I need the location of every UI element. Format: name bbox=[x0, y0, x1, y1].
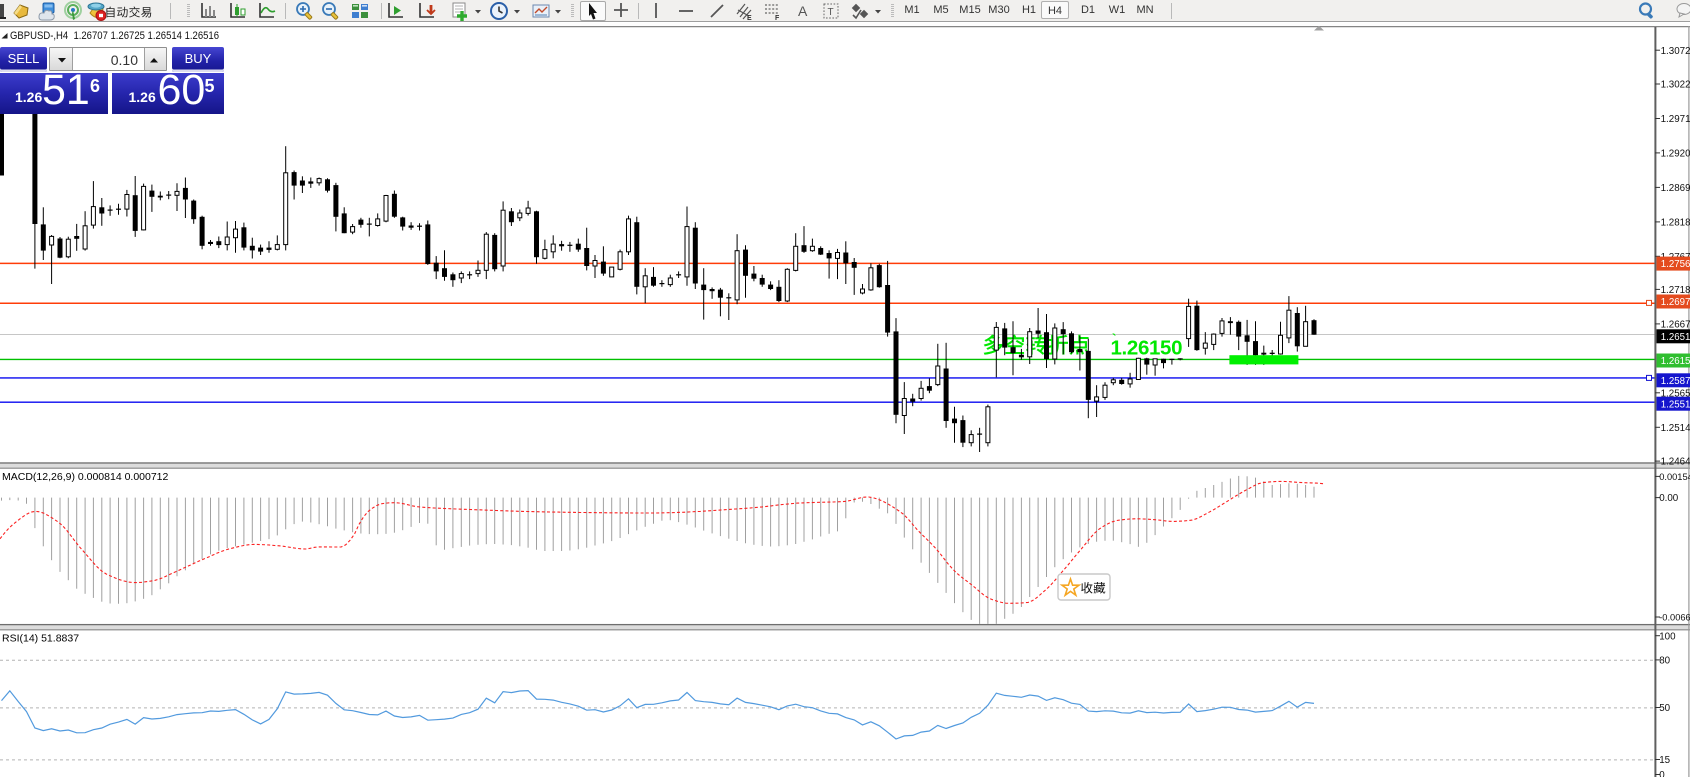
svg-text:1.2587: 1.2587 bbox=[1661, 376, 1690, 387]
svg-text:1.2565: 1.2565 bbox=[1661, 388, 1690, 399]
svg-text:0.00: 0.00 bbox=[1659, 493, 1679, 504]
svg-text:1.2464: 1.2464 bbox=[1661, 457, 1690, 468]
svg-text:RSI(14) 51.8837: RSI(14) 51.8837 bbox=[2, 633, 79, 645]
svg-text:1.2615: 1.2615 bbox=[1661, 356, 1690, 367]
svg-text:1.2818: 1.2818 bbox=[1661, 218, 1690, 229]
svg-text:MACD(12,26,9) 0.000814 0.00071: MACD(12,26,9) 0.000814 0.000712 bbox=[2, 471, 169, 483]
svg-text:50: 50 bbox=[1659, 703, 1670, 714]
svg-text:-0.0066: -0.0066 bbox=[1659, 613, 1690, 623]
svg-text:1.26150: 1.26150 bbox=[1111, 337, 1183, 360]
svg-text:GBPUSD-,H4 1.26707 1.26725 1.: GBPUSD-,H4 1.26707 1.26725 1.26514 1.265… bbox=[10, 30, 219, 42]
svg-text:100: 100 bbox=[1659, 631, 1676, 642]
svg-text:0.00154: 0.00154 bbox=[1659, 472, 1690, 482]
svg-text:A: A bbox=[798, 3, 808, 19]
svg-text:1.2697: 1.2697 bbox=[1661, 297, 1690, 308]
svg-text:80: 80 bbox=[1659, 656, 1670, 667]
svg-text:1.2551: 1.2551 bbox=[1661, 399, 1690, 410]
svg-text:1.3072: 1.3072 bbox=[1661, 46, 1690, 57]
svg-text:1.3022: 1.3022 bbox=[1661, 80, 1690, 91]
svg-text:1.2869: 1.2869 bbox=[1661, 183, 1690, 194]
svg-text:1.2514: 1.2514 bbox=[1661, 423, 1690, 434]
svg-text:15: 15 bbox=[1659, 755, 1670, 766]
svg-text:1.2651: 1.2651 bbox=[1661, 332, 1690, 343]
svg-text:T: T bbox=[828, 7, 834, 18]
svg-text:1.2718: 1.2718 bbox=[1661, 285, 1690, 296]
svg-text:1.2667: 1.2667 bbox=[1661, 320, 1690, 331]
svg-text:1.2920: 1.2920 bbox=[1661, 149, 1690, 160]
svg-text:0: 0 bbox=[1659, 770, 1665, 777]
svg-text:1.2971: 1.2971 bbox=[1661, 114, 1690, 125]
svg-text:F: F bbox=[775, 15, 780, 21]
svg-text:1.2756: 1.2756 bbox=[1661, 259, 1690, 270]
svg-text:E: E bbox=[747, 15, 752, 21]
svg-text:`: ` bbox=[1112, 331, 1116, 346]
